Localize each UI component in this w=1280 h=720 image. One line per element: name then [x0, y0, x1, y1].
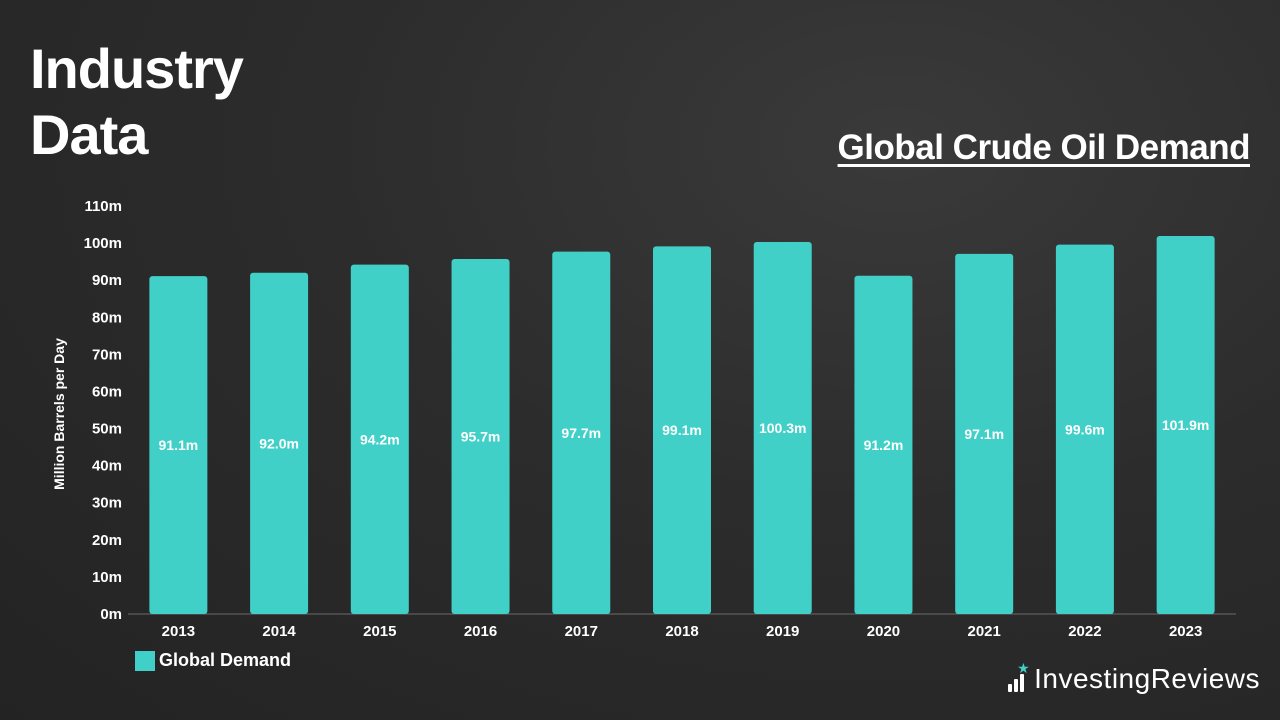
- x-tick-label: 2013: [162, 623, 195, 640]
- y-tick-label: 40m: [92, 458, 122, 475]
- bar-data-label: 101.9m: [1162, 417, 1209, 433]
- y-tick-label: 80m: [92, 309, 122, 326]
- y-tick-label: 50m: [92, 421, 122, 438]
- bar: [451, 259, 510, 614]
- x-tick-label: 2014: [262, 623, 296, 640]
- page-heading-line2: Data: [30, 103, 148, 166]
- legend-swatch: [135, 650, 155, 671]
- bar: [955, 253, 1014, 614]
- y-tick-label: 70m: [92, 346, 122, 363]
- y-tick-label: 100m: [84, 235, 122, 252]
- bar: [149, 276, 208, 614]
- y-tick-label: 90m: [92, 272, 122, 289]
- bar-data-label: 95.7m: [461, 429, 501, 445]
- x-tick-label: 2022: [1068, 623, 1101, 640]
- bar-data-label: 99.1m: [662, 422, 702, 438]
- brand-name: InvestingReviews: [1034, 664, 1260, 694]
- bar-data-label: 92.0m: [259, 435, 299, 451]
- bar-data-label: 100.3m: [759, 420, 806, 436]
- brand-logo: ★ InvestingReviews: [1008, 660, 1260, 694]
- x-tick-label: 2023: [1169, 623, 1202, 640]
- y-tick-label: 110m: [84, 198, 122, 215]
- legend: Global Demand: [135, 650, 291, 671]
- x-tick-label: 2016: [464, 623, 497, 640]
- bar-chart-star-logo-icon: ★: [1008, 660, 1030, 694]
- bar-data-label: 99.6m: [1065, 421, 1105, 437]
- bar: [1156, 236, 1215, 614]
- x-tick-label: 2015: [363, 623, 396, 640]
- y-tick-label: 20m: [92, 532, 122, 549]
- bar: [552, 251, 611, 614]
- y-tick-label: 10m: [92, 569, 122, 586]
- bar-data-label: 91.2m: [864, 437, 904, 453]
- bar-data-label: 97.7m: [561, 425, 601, 441]
- x-tick-label: 2020: [867, 623, 900, 640]
- x-tick-label: 2021: [967, 623, 1000, 640]
- bar: [350, 264, 409, 614]
- y-tick-label: 60m: [92, 383, 122, 400]
- bar-data-label: 94.2m: [360, 431, 400, 447]
- bar-data-label: 91.1m: [159, 437, 199, 453]
- page-heading: Industry Data: [30, 36, 244, 168]
- y-tick-label: 30m: [92, 495, 122, 512]
- bar: [854, 275, 913, 614]
- bar: [1055, 244, 1114, 615]
- legend-label: Global Demand: [159, 650, 292, 670]
- page-heading-line1: Industry: [30, 37, 244, 100]
- bar: [653, 246, 711, 615]
- bar: [250, 272, 309, 614]
- x-tick-label: 2019: [766, 623, 799, 640]
- bar-data-label: 97.1m: [964, 426, 1004, 442]
- x-tick-label: 2017: [565, 623, 598, 640]
- bar: [753, 241, 812, 614]
- y-tick-label: 0m: [100, 606, 122, 623]
- y-axis-label: Million Barrels per Day: [51, 338, 67, 490]
- chart-title: Global Crude Oil Demand: [837, 128, 1251, 167]
- brand-name-part1: Investing: [1034, 663, 1151, 694]
- x-tick-label: 2018: [665, 623, 698, 640]
- brand-name-part2: Reviews: [1150, 663, 1260, 694]
